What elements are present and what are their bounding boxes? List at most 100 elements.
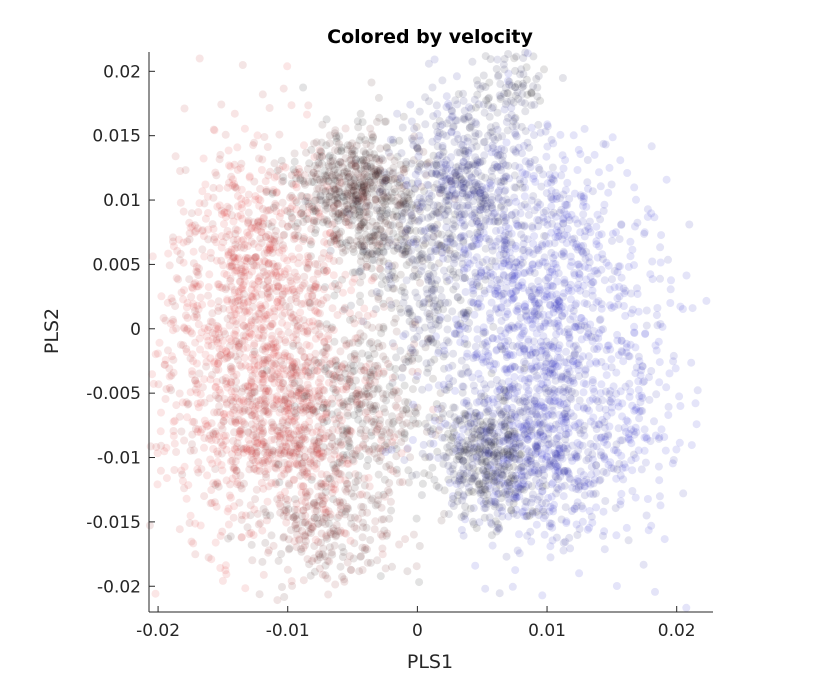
data-point (279, 84, 288, 93)
data-point (245, 394, 254, 403)
data-point (321, 410, 330, 419)
data-point (313, 366, 322, 375)
data-point (285, 356, 294, 365)
data-point (325, 153, 333, 162)
data-point (299, 237, 307, 246)
data-point (269, 244, 278, 253)
data-point (200, 252, 209, 261)
data-point (177, 427, 186, 436)
data-point (191, 306, 199, 315)
data-point (267, 236, 276, 245)
data-point (525, 159, 534, 168)
data-point (508, 294, 517, 303)
data-point (274, 460, 283, 469)
data-point (565, 216, 574, 225)
data-point (242, 306, 251, 315)
data-point (207, 342, 216, 350)
data-point (356, 362, 365, 371)
data-point (242, 445, 251, 454)
data-point (237, 236, 246, 245)
data-point (231, 344, 240, 353)
data-point (552, 473, 561, 482)
data-point (297, 547, 306, 556)
data-point (263, 276, 272, 285)
data-point (235, 405, 244, 414)
data-point (223, 183, 232, 192)
data-point (263, 290, 272, 299)
data-point (400, 456, 409, 465)
data-point (201, 180, 210, 189)
data-point (203, 192, 212, 201)
data-point (193, 399, 202, 408)
data-point (494, 193, 503, 202)
data-point (392, 327, 401, 336)
data-point (295, 386, 304, 395)
data-point (273, 392, 282, 401)
data-point (191, 425, 200, 433)
data-point (287, 279, 296, 288)
data-point (313, 283, 322, 292)
data-point (226, 380, 235, 389)
data-point (270, 173, 279, 182)
data-point (590, 150, 599, 159)
data-point (281, 163, 290, 172)
data-point (283, 62, 292, 71)
data-point (280, 353, 289, 362)
data-point (232, 310, 241, 319)
data-point (275, 248, 284, 257)
data-point (271, 269, 280, 278)
data-point (259, 323, 268, 332)
data-point (167, 294, 176, 303)
data-point (194, 305, 203, 314)
data-point (251, 253, 260, 262)
data-point (408, 436, 417, 444)
data-point (226, 350, 235, 359)
data-point (251, 324, 260, 333)
data-point (259, 504, 268, 513)
data-point (233, 263, 242, 272)
data-point (275, 335, 284, 344)
data-point (353, 476, 362, 485)
data-point (222, 213, 230, 222)
data-point (250, 505, 259, 514)
data-point (304, 193, 313, 202)
data-point (255, 154, 263, 163)
data-point (206, 394, 214, 403)
data-point (263, 497, 272, 506)
data-point (176, 167, 185, 175)
data-point (274, 282, 283, 291)
data-point (217, 232, 226, 241)
data-point (230, 244, 239, 253)
data-point (313, 319, 322, 328)
data-point (382, 462, 391, 471)
data-point (309, 405, 317, 414)
data-point (272, 207, 281, 216)
data-point (343, 214, 351, 223)
data-point (257, 290, 266, 299)
data-point (204, 336, 213, 345)
data-point (212, 324, 220, 333)
data-point (250, 281, 259, 290)
data-point (184, 399, 193, 408)
data-point (247, 379, 256, 387)
data-point (303, 252, 312, 260)
data-point (600, 276, 609, 285)
data-point (346, 315, 354, 324)
data-point (191, 385, 200, 394)
data-point (217, 243, 226, 252)
data-point (288, 194, 297, 202)
data-point (301, 322, 309, 330)
data-point (312, 427, 321, 436)
data-point (406, 209, 415, 217)
data-point (254, 277, 263, 286)
data-point (286, 308, 295, 317)
data-point (172, 274, 181, 283)
data-point (266, 353, 275, 362)
data-point (278, 284, 286, 293)
data-point (260, 384, 269, 393)
data-point (261, 271, 270, 280)
data-point (635, 414, 644, 423)
data-point (209, 183, 218, 192)
data-point (300, 279, 309, 288)
data-point (274, 351, 283, 360)
